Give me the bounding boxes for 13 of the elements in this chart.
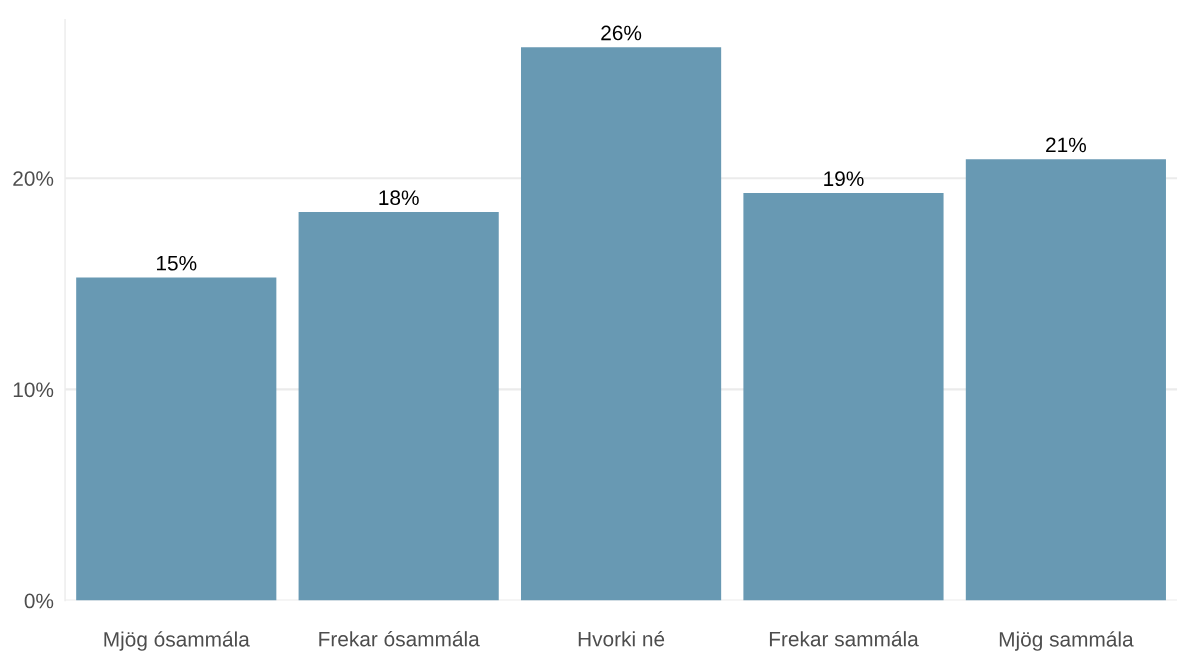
y-tick-label: 10% — [13, 382, 54, 398]
x-tick-label: Hvorki né — [578, 630, 665, 647]
y-tick-label: 20% — [13, 171, 54, 186]
x-tick-label: Mjög ósammála — [104, 631, 250, 651]
data-label: 21% — [1046, 137, 1086, 153]
data-label: 15% — [157, 255, 197, 271]
x-tick-label: Mjög sammála — [999, 631, 1134, 651]
x-tick-label: Frekar ósammála — [319, 630, 480, 647]
data-label: 19% — [824, 171, 864, 187]
x-tick-label: Frekar sammála — [769, 630, 919, 647]
data-label: 26% — [601, 25, 642, 41]
data-label: 18% — [379, 190, 419, 206]
y-tick-label: 0% — [24, 593, 54, 609]
